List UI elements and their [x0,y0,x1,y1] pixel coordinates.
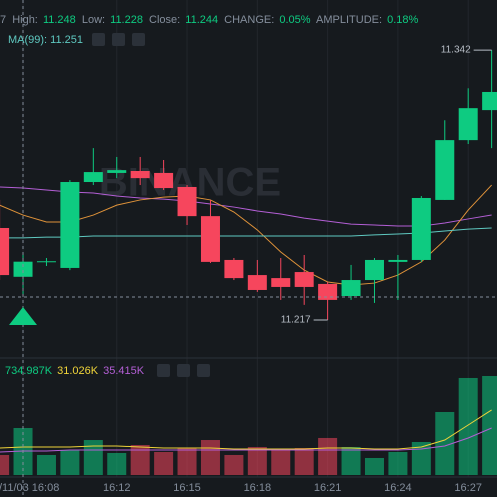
candle-body [177,186,197,217]
candle-body [411,197,431,260]
volume-bar [154,451,174,475]
high-label: High: [12,14,38,26]
volume-bar [247,446,267,475]
min-label: 11.217 [281,315,311,326]
volume-bar [107,453,127,475]
volume-ma-line [0,409,492,450]
x-tick-label: 16:21 [314,482,342,494]
amplitude-value: 0.18% [387,14,418,26]
eye-icon[interactable] [157,364,170,377]
max-label: 11.342 [441,45,471,56]
volume-bar [177,448,197,475]
candle-body [341,280,361,297]
candle-body [36,261,56,263]
volume-legend-value: 734.987K [5,365,53,377]
candle-body [154,172,174,189]
ma-line [0,227,492,239]
volume-ma-line [0,427,492,453]
x-tick-label: 16:12 [103,482,131,494]
open-fragment: 7 [0,14,6,26]
volume-bar [318,437,338,475]
candle-body [271,278,291,287]
volume-bar [458,377,478,475]
candle-body [200,216,220,262]
volume-bar [271,449,291,475]
x-tick-label: 23/11/03 16:08 [0,482,59,494]
candle-body [107,170,127,173]
candle-body [13,261,33,277]
volume-bar [435,412,455,475]
candle-body [247,275,267,290]
volume-bar [482,376,497,475]
candle-body [83,172,103,183]
close-icon[interactable] [197,364,210,377]
candle-body [364,259,384,281]
candle-body [388,259,408,262]
volume-bar [224,454,244,475]
candle-body [458,108,478,141]
volume-icons [157,364,210,377]
candle-body [0,228,10,276]
volume-bar [364,457,384,475]
volume-bar [130,445,150,475]
candle-body [130,170,150,179]
settings-icon[interactable] [177,364,190,377]
volume-bar [411,442,431,475]
volume-bar [294,448,314,475]
close-value: 11.244 [185,14,218,26]
x-tick-label: 16:15 [173,482,201,494]
x-tick-label: 16:18 [244,482,272,494]
amplitude-label: AMPLITUDE: [316,14,382,26]
candle-body [224,259,244,279]
volume-bar [36,454,56,475]
header-line: 7 High: 11.248 Low: 11.228 Close: 11.244… [0,14,419,26]
ma-line [0,186,492,227]
ma-icons [92,33,145,46]
volume-legend-value: 35.415K [103,365,145,377]
eye-icon[interactable] [92,33,105,46]
candle-body [435,140,455,200]
candle-body [482,91,497,111]
volume-bar [60,449,80,475]
volume-legend-value: 31.026K [57,365,99,377]
volume-bar [388,451,408,475]
candle-body [294,272,314,287]
volume-legend: 734.987K 31.026K 35.415K [5,365,145,377]
change-label: CHANGE: [224,14,274,26]
x-tick-label: 16:27 [454,482,482,494]
close-icon[interactable] [132,33,145,46]
change-value: 0.05% [279,14,310,26]
plot [0,50,497,475]
volume-bar [200,440,220,475]
ma-line [0,184,492,286]
x-tick-label: 16:24 [384,482,412,494]
candle-body [318,283,338,300]
volume-bar [0,454,10,475]
settings-icon[interactable] [112,33,125,46]
high-value: 11.248 [43,14,76,26]
close-label: Close: [149,14,180,26]
low-value: 11.228 [110,14,143,26]
volume-bar [83,440,103,475]
volume-bar [341,446,361,475]
ma-legend: MA(99): 11.251 [8,34,83,46]
buy-marker [9,307,37,325]
low-label: Low: [82,14,105,26]
candle-body [60,182,80,268]
